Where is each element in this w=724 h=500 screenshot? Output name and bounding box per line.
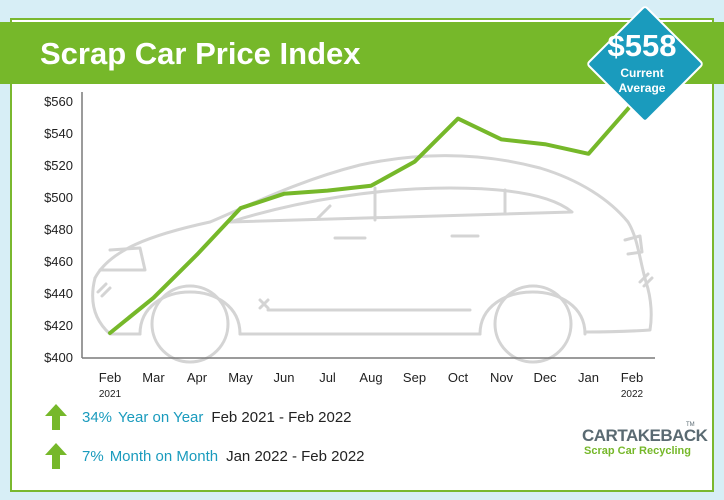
y-tick-label: $560 [44,94,73,109]
y-tick-label: $480 [44,222,73,237]
stat-year-on-year: 34% Year on Year Feb 2021 - Feb 2022 [44,402,352,432]
stat-range: Jan 2022 - Feb 2022 [226,447,365,465]
x-tick-year-label: 2021 [99,389,122,400]
chart-card [10,18,714,492]
badge-label-line2: Average [618,81,666,95]
badge-value: $558 [607,28,677,63]
x-tick-label: Nov [490,370,514,385]
y-tick-label: $540 [44,126,73,141]
badge-label-line1: Current [620,66,664,80]
stat-percent: 7% [82,447,104,465]
x-tick-label: Feb [621,370,643,385]
x-tick-label: Oct [448,370,469,385]
car-outline-illustration [91,154,654,364]
x-tick-label: Jul [319,370,336,385]
stat-label: Month on Month [109,447,219,465]
y-tick-label: $500 [44,190,73,205]
stat-range: Feb 2021 - Feb 2022 [211,408,352,426]
current-average-badge: $558 Current Average [585,4,705,124]
arrow-up-icon [45,404,67,430]
x-tick-label: Mar [142,370,165,385]
x-tick-label: Jun [274,370,295,385]
arrow-up-icon [45,443,67,469]
y-tick-label: $420 [44,318,73,333]
price-series-line [108,102,634,335]
x-tick-label: Jan [578,370,599,385]
cartakeback-logo: CARTAKEBACK TM Scrap Car Recycling [580,420,708,462]
stat-label: Year on Year [118,408,204,426]
stat-month-on-month: 7% Month on Month Jan 2022 - Feb 2022 [44,441,365,471]
x-tick-year-label: 2022 [621,389,644,400]
x-tick-label: Feb [99,370,121,385]
y-tick-label: $520 [44,158,73,173]
badge-diamond [585,4,705,124]
page-title: Scrap Car Price Index [40,36,361,71]
logo-brand: CARTAKEBACK [582,426,708,445]
x-tick-label: Sep [403,370,426,385]
y-tick-label: $460 [44,254,73,269]
y-tick-label: $440 [44,286,73,301]
logo-trademark: TM [686,422,695,428]
logo-tagline: Scrap Car Recycling [584,445,691,457]
x-tick-label: Dec [533,370,557,385]
x-tick-label: May [228,370,253,385]
y-tick-label: $400 [44,350,73,365]
x-tick-label: Aug [359,370,382,385]
x-tick-label: Apr [187,370,208,385]
stat-percent: 34% [82,408,113,426]
